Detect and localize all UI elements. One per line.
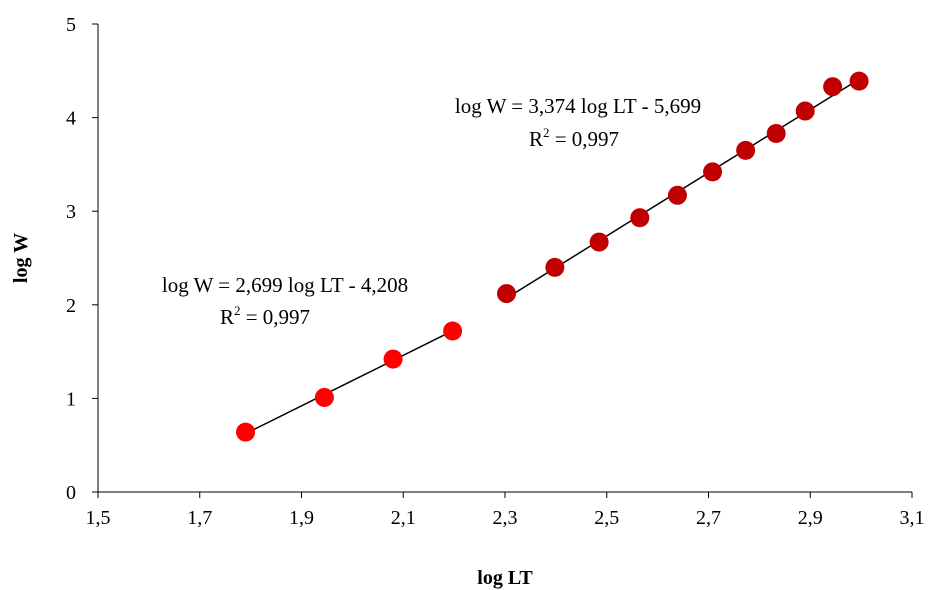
x-axis-title: log LT xyxy=(477,567,533,589)
equation-label: log W = 2,699 log LT - 4,208 xyxy=(162,273,408,297)
y-tick-label: 4 xyxy=(66,108,76,130)
y-axis-title: log W xyxy=(10,233,32,283)
data-point xyxy=(823,77,843,97)
equation-label: log W = 3,374 log LT - 5,699 xyxy=(455,94,701,118)
y-tick-label: 1 xyxy=(66,388,76,410)
r-squared-value: = 0,997 xyxy=(240,305,310,329)
r-squared-prefix: R xyxy=(220,305,234,329)
data-point xyxy=(667,185,687,205)
data-point xyxy=(849,71,869,91)
y-tick-label: 5 xyxy=(66,14,76,36)
data-point xyxy=(236,422,256,442)
y-tick-label: 0 xyxy=(66,482,76,504)
x-tick-label: 2,1 xyxy=(391,507,416,529)
x-tick-label: 1,9 xyxy=(289,507,314,529)
data-point xyxy=(314,387,334,407)
equation-annotation-1: log W = 2,699 log LT - 4,208 R2 = 0,997 xyxy=(162,273,408,329)
data-point xyxy=(589,232,609,252)
x-tick-label: 1,7 xyxy=(187,507,212,529)
y-tick-label: 3 xyxy=(66,201,76,223)
data-point xyxy=(703,162,723,182)
x-tick-label: 2,7 xyxy=(696,507,721,529)
r-squared-label: R2 = 0,997 xyxy=(220,303,310,329)
data-point xyxy=(736,140,756,160)
x-tick-label: 2,3 xyxy=(493,507,518,529)
x-tick-label: 2,9 xyxy=(798,507,823,529)
r-squared-superscript: 2 xyxy=(234,303,241,318)
data-point xyxy=(497,284,517,304)
data-point xyxy=(630,208,650,228)
x-tick-label: 3,1 xyxy=(900,507,925,529)
r-squared-superscript: 2 xyxy=(543,125,550,140)
r-squared-label: R2 = 0,997 xyxy=(529,125,619,151)
r-squared-prefix: R xyxy=(529,127,543,151)
data-point xyxy=(766,124,786,144)
data-point xyxy=(443,321,463,341)
x-tick-label: 1,5 xyxy=(86,507,111,529)
data-point xyxy=(545,257,565,277)
data-point xyxy=(795,101,815,121)
x-tick-label: 2,5 xyxy=(594,507,619,529)
data-point xyxy=(383,349,403,369)
y-ticks: 0 1 2 3 4 5 xyxy=(66,14,98,504)
x-ticks: 1,5 1,7 1,9 2,1 2,3 2,5 2,7 2,9 3,1 xyxy=(86,492,925,529)
equation-annotation-2: log W = 3,374 log LT - 5,699 R2 = 0,997 xyxy=(455,94,701,151)
data-points xyxy=(236,71,869,442)
y-tick-label: 2 xyxy=(66,295,76,317)
trendline-1 xyxy=(245,330,453,435)
r-squared-value: = 0,997 xyxy=(549,127,619,151)
